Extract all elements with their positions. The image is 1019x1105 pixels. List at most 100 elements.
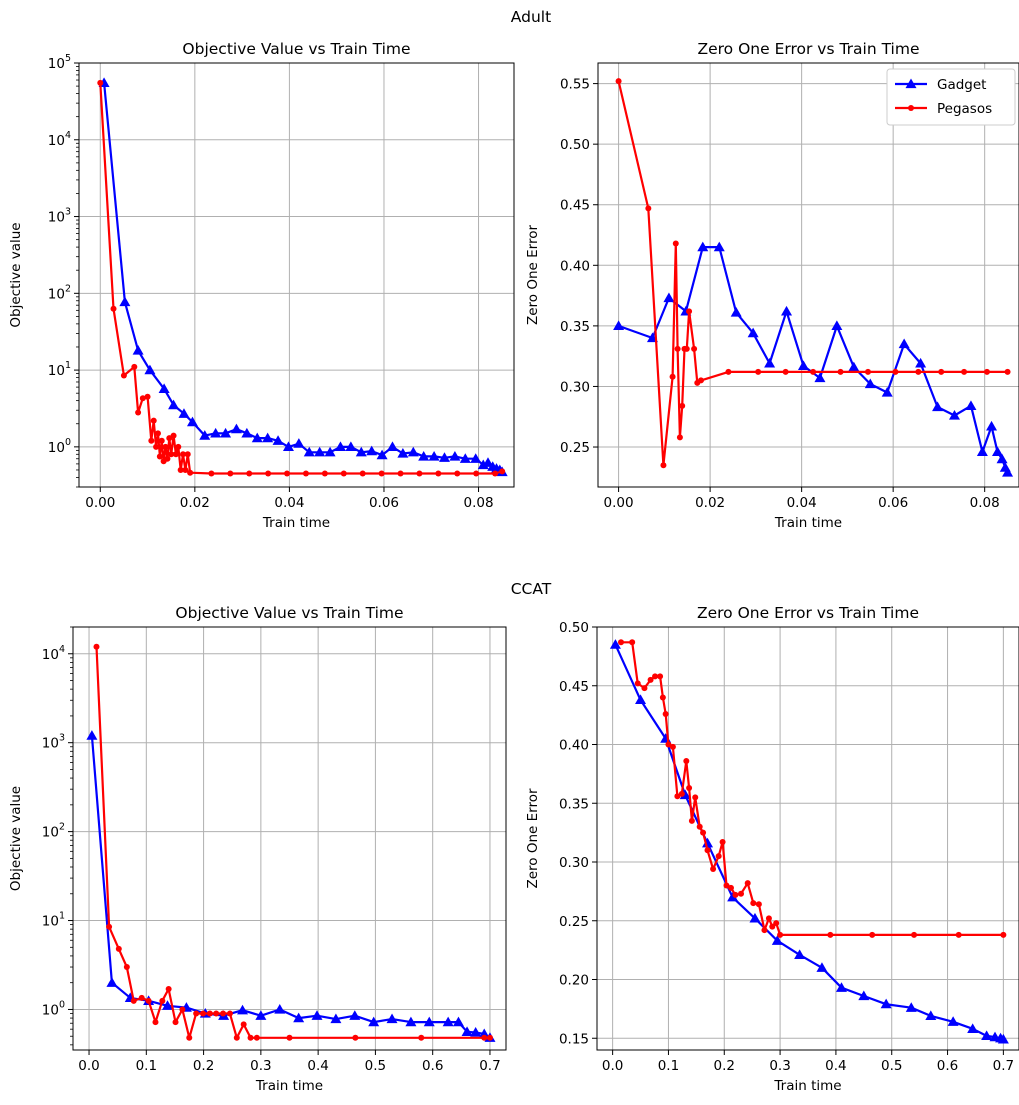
series-gadget: [613, 241, 1014, 477]
pegasos-marker: [286, 1034, 293, 1041]
y-tick-label: 0.45: [559, 679, 589, 695]
gadget-marker: [470, 1027, 482, 1037]
pegasos-marker: [182, 466, 189, 473]
axes-frame: [597, 62, 1019, 488]
gadget-marker: [274, 1003, 286, 1014]
gadget-marker: [251, 432, 263, 443]
pegasos-marker: [416, 470, 423, 477]
chart-title: Zero One Error vs Train Time: [697, 40, 919, 58]
gadget-marker: [210, 427, 222, 438]
x-tick-label: 0.4: [307, 1058, 328, 1074]
y-tick-label: 0.40: [559, 738, 589, 754]
x-tick-label: 0.06: [878, 495, 908, 511]
pegasos-marker: [168, 451, 175, 458]
gadget-marker: [438, 452, 450, 462]
x-tick-label: 0.06: [369, 495, 399, 511]
y-tick-label: 101: [48, 360, 71, 379]
gadget-marker: [186, 416, 198, 427]
gadget-marker: [428, 450, 440, 461]
gadget-marker: [947, 1016, 959, 1026]
gadget-marker: [334, 441, 346, 451]
gadget-marker: [915, 357, 927, 368]
pegasos-marker: [154, 430, 161, 437]
x-tick-label: 0.02: [695, 495, 725, 511]
chart-title: Objective Value vs Train Time: [182, 40, 410, 58]
y-tick-label: 100: [48, 437, 71, 456]
pegasos-marker: [473, 470, 480, 477]
pegasos-marker: [652, 673, 659, 680]
series-pegasos: [615, 78, 1011, 469]
x-tick-label: 0.00: [85, 495, 115, 511]
series-gadget: [98, 77, 508, 477]
pegasos-marker: [93, 643, 100, 650]
pegasos-marker: [672, 240, 679, 247]
pegasos-marker: [827, 931, 834, 938]
pegasos-marker: [773, 920, 780, 927]
pegasos-marker: [723, 882, 730, 889]
pegasos-marker: [284, 470, 291, 477]
gadget-marker: [386, 441, 398, 451]
pegasos-marker: [165, 985, 172, 992]
pegasos-marker: [686, 308, 693, 315]
pegasos-marker: [755, 368, 762, 375]
x-axis-label: Train time: [774, 515, 842, 531]
gadget-marker: [613, 320, 625, 331]
pegasos-marker: [864, 368, 871, 375]
legend: Gadget Pegasos: [886, 68, 1016, 126]
gadget-marker: [764, 357, 776, 368]
gadget-marker: [965, 400, 977, 410]
pegasos-marker: [123, 964, 130, 971]
pegasos-marker: [180, 451, 187, 458]
pegasos-marker: [629, 639, 636, 646]
pegasos-marker: [418, 1034, 425, 1041]
gadget-marker: [449, 450, 461, 461]
pegasos-marker: [892, 368, 899, 375]
gadget-marker: [831, 320, 843, 331]
gadget-marker: [442, 1016, 454, 1027]
pegasos-marker: [1004, 368, 1011, 375]
gadget-marker: [282, 441, 294, 451]
gadget-marker: [86, 730, 98, 740]
pegasos-marker: [233, 1034, 240, 1041]
legend-label-gadget: Gadget: [937, 77, 986, 93]
pegasos-marker: [669, 743, 676, 750]
pegasos-marker: [727, 884, 734, 891]
gadget-marker: [230, 423, 242, 434]
pegasos-marker: [110, 305, 117, 312]
pegasos-marker: [615, 78, 622, 85]
chart-title: Zero One Error vs Train Time: [697, 604, 919, 622]
gadget-marker: [355, 446, 367, 457]
pegasos-marker: [170, 432, 177, 439]
pegasos-marker: [208, 470, 215, 477]
y-tick-label: 105: [48, 53, 71, 72]
plot-1: 0.00 0.02 0.04 0.06 0.08 0.25 0.30 0.35 0.40 0.45…: [525, 40, 1019, 531]
y-axis-label: Zero One Error: [525, 225, 541, 325]
gadget-marker: [747, 327, 759, 338]
pegasos-marker: [678, 790, 685, 797]
pegasos-marker: [674, 345, 681, 352]
gadget-marker: [794, 949, 806, 959]
chart-title: Objective Value vs Train Time: [175, 604, 403, 622]
pegasos-marker: [150, 417, 157, 424]
gadget-marker: [482, 457, 494, 467]
x-tick-label: 0.04: [787, 495, 817, 511]
pegasos-marker: [340, 470, 347, 477]
pegasos-marker: [725, 368, 732, 375]
gadget-marker: [1002, 466, 1014, 477]
pegasos-marker: [961, 368, 968, 375]
gadget-marker: [418, 450, 430, 461]
pegasos-marker: [1000, 931, 1007, 938]
pegasos-marker: [227, 470, 234, 477]
y-axis-label: Zero One Error: [525, 788, 541, 888]
pegasos-marker: [184, 451, 191, 458]
gadget-marker: [976, 446, 988, 456]
gadget-marker: [237, 1004, 249, 1015]
gadget-marker: [478, 1028, 490, 1039]
pegasos-marker: [837, 368, 844, 375]
gadget-marker: [881, 387, 893, 397]
series-pegasos: [93, 643, 493, 1041]
pegasos-marker: [744, 880, 751, 887]
gadget-marker: [986, 420, 998, 431]
pegasos-marker: [679, 402, 686, 409]
pegasos-marker: [750, 900, 757, 907]
